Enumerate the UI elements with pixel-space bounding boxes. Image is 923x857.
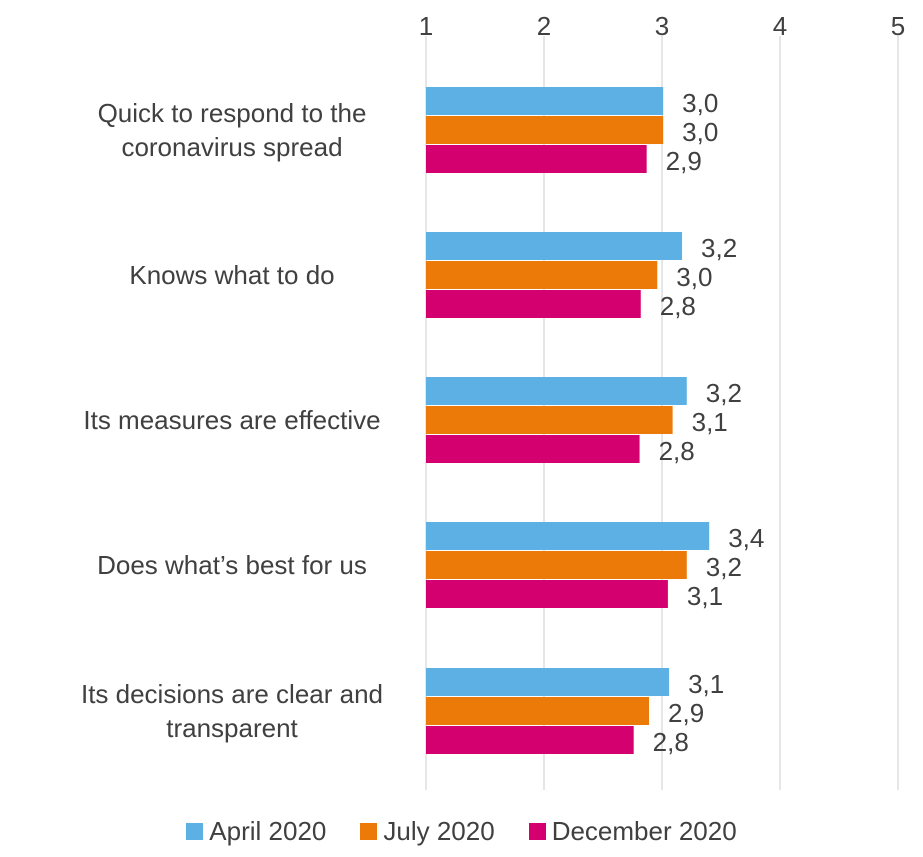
bar (426, 406, 673, 434)
data-label: 3,1 (687, 581, 723, 611)
x-tick-label: 1 (419, 11, 433, 41)
bar (426, 290, 641, 318)
bars (426, 87, 710, 754)
category-label: Quick to respond to the (98, 98, 367, 128)
legend: April 2020 July 2020 December 2020 (0, 816, 923, 847)
bar (426, 87, 664, 115)
bar (426, 522, 710, 550)
data-label: 3,1 (692, 407, 728, 437)
x-tick-label: 4 (773, 11, 787, 41)
bar (426, 261, 658, 289)
bar (426, 145, 647, 173)
data-label: 3,0 (682, 88, 718, 118)
category-label: Does what’s best for us (97, 550, 367, 580)
category-label: Its measures are effective (83, 405, 380, 435)
data-label: 3,1 (688, 669, 724, 699)
x-axis-ticks: 1 2 3 4 5 (419, 11, 905, 41)
bar (426, 697, 650, 725)
category-label: Knows what to do (129, 260, 334, 290)
data-label: 2,8 (653, 727, 689, 757)
legend-label-december: December 2020 (551, 816, 737, 846)
category-label: transparent (166, 713, 298, 743)
data-label: 3,0 (676, 262, 712, 292)
bar (426, 726, 634, 754)
category-label: coronavirus spread (121, 132, 342, 162)
bar (426, 116, 664, 144)
bar (426, 580, 668, 608)
x-tick-label: 3 (655, 11, 669, 41)
bar (426, 551, 687, 579)
data-label: 3,2 (701, 233, 737, 263)
data-labels: 3,03,23,23,43,13,03,03,13,22,92,92,82,83… (653, 88, 765, 757)
legend-item-december: December 2020 (528, 816, 737, 847)
category-labels: Quick to respond to the coronavirus sprea… (81, 98, 383, 743)
bar (426, 668, 670, 696)
legend-swatch-december (528, 823, 546, 840)
bar (426, 232, 683, 260)
data-label: 3,2 (706, 552, 742, 582)
bar (426, 435, 640, 463)
legend-item-april: April 2020 (186, 816, 326, 847)
data-label: 2,8 (659, 436, 695, 466)
legend-swatch-july (360, 823, 378, 840)
x-tick-label: 5 (891, 11, 905, 41)
data-label: 2,9 (666, 146, 702, 176)
x-tick-label: 2 (537, 11, 551, 41)
data-label: 3,4 (728, 523, 764, 553)
legend-item-july: July 2020 (360, 816, 495, 847)
legend-label-july: July 2020 (383, 816, 495, 846)
bar-chart: 1 2 3 4 5 Quick to respond to the coronavirus… (81, 11, 905, 790)
data-label: 2,9 (668, 698, 704, 728)
legend-label-april: April 2020 (209, 816, 327, 846)
category-label: Its decisions are clear and (81, 679, 383, 709)
bar (426, 377, 687, 405)
data-label: 2,8 (660, 291, 696, 321)
legend-swatch-april (186, 823, 204, 840)
data-label: 3,0 (682, 117, 718, 147)
data-label: 3,2 (706, 378, 742, 408)
